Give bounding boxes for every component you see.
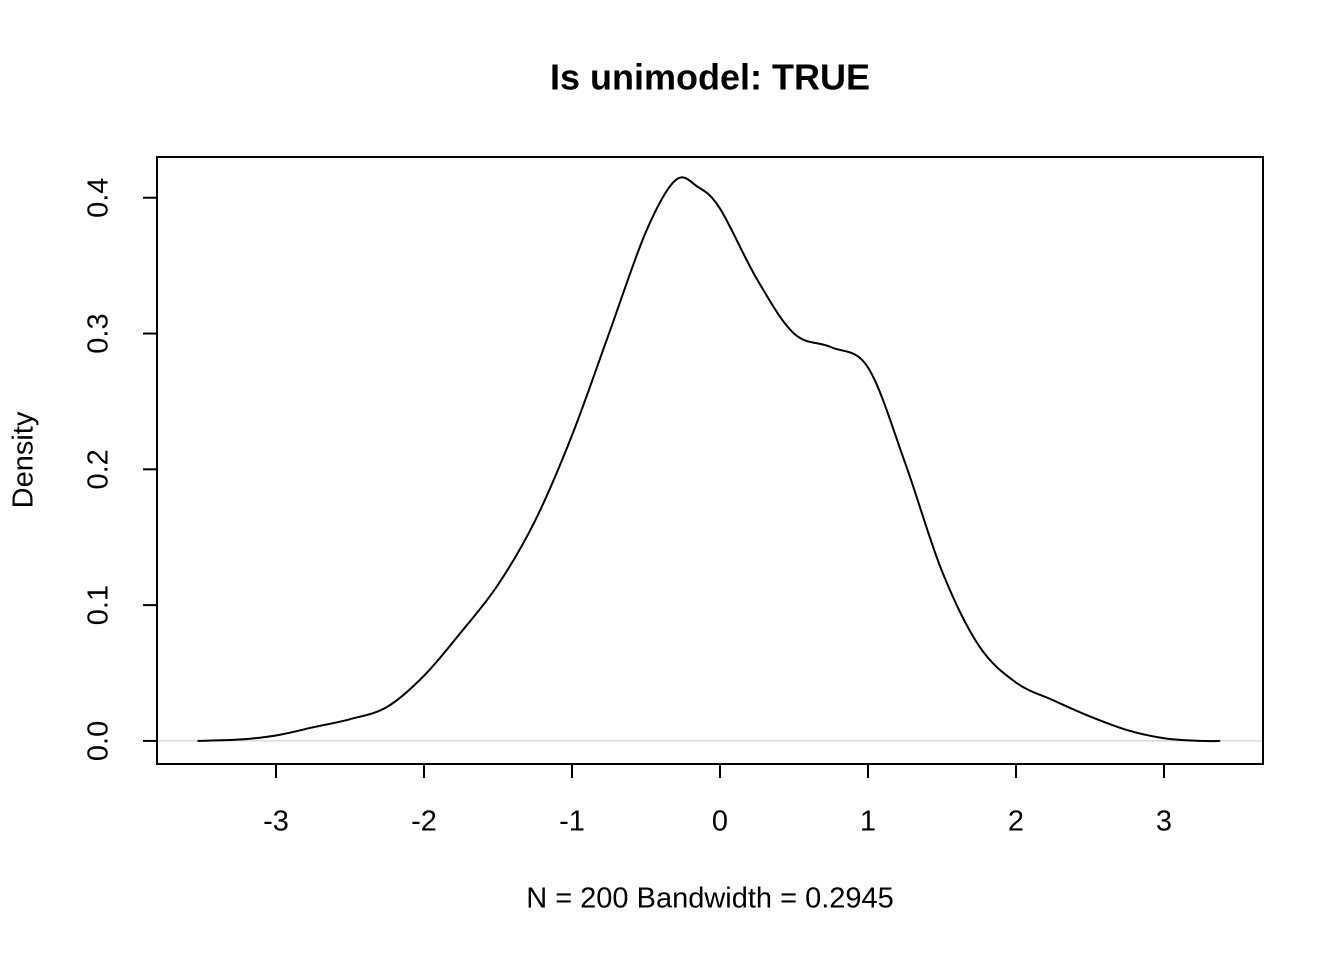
x-tick-label: 2 <box>1008 806 1024 838</box>
x-tick-label: 0 <box>712 806 728 838</box>
x-tick-label: 1 <box>860 806 876 838</box>
y-tick-label: 0.1 <box>83 585 115 625</box>
chart-title: Is unimodel: TRUE <box>550 57 870 98</box>
x-tick-label: -2 <box>411 806 437 838</box>
y-tick-label: 0.3 <box>83 313 115 353</box>
x-tick-label: -1 <box>559 806 585 838</box>
plot-frame <box>156 156 1264 765</box>
x-tick-label: 3 <box>1156 806 1172 838</box>
y-tick-label: 0.0 <box>83 721 115 761</box>
y-axis-label: Density <box>8 411 40 508</box>
y-tick-label: 0.2 <box>83 449 115 489</box>
y-tick-label: 0.4 <box>83 178 115 218</box>
density-line <box>197 176 1221 743</box>
x-tick-label: -3 <box>263 806 289 838</box>
x-axis-label: N = 200 Bandwidth = 0.2945 <box>526 883 894 915</box>
